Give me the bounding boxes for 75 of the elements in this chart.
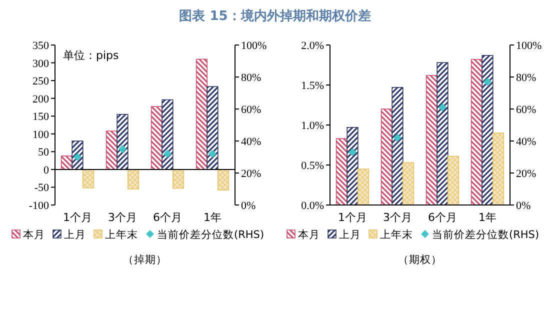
x-tick-label: 6个月 [153,211,182,224]
bar [470,59,482,206]
x-tick-label: 1年 [204,211,222,224]
bar [150,106,162,170]
bar [482,55,494,206]
y-tick-label: 0.5% [301,160,324,172]
y2-tick-label: 0% [516,200,531,212]
bar [448,156,460,206]
bar [358,168,370,206]
y2-tick-label: 20% [241,168,262,180]
x-tick-label: 1个月 [338,211,367,224]
x-tick-label: 3个月 [383,211,412,224]
x-tick-label: 6个月 [428,211,457,224]
bar [196,58,208,170]
y-tick-label: 0 [44,164,50,176]
legend-label: 上月 [64,228,86,241]
y2-tick-label: 0% [241,200,256,212]
y2-tick-label: 60% [241,104,262,116]
point [394,134,402,142]
legend-label: 本月 [298,228,320,241]
y-tick-label: 1.0% [301,120,324,132]
y2-tick-label: 100% [241,40,267,52]
legend-label: 当前价差分位数(RHS) [157,229,264,241]
y2-tick-label: 80% [516,72,536,84]
y2-tick-label: 20% [516,168,536,180]
bar [82,169,94,188]
y-tick-label: 300 [32,58,50,70]
point [164,150,172,158]
legend-label: 上月 [339,228,361,241]
bar [346,127,358,206]
y2-tick-label: 40% [516,136,536,148]
x-axis-title: （掉期） [123,253,167,266]
point [348,148,356,156]
bar [436,62,448,206]
point [208,150,216,158]
x-axis-title: （期权） [398,254,442,266]
annotation: 单位：pips [63,49,120,62]
point [484,78,492,86]
legend-label: 本月 [23,228,45,241]
legend-label: 当前价差分位数(RHS) [432,229,540,241]
x-tick-label: 1年 [478,211,496,224]
bar [492,132,504,206]
bar [402,162,414,206]
legend-label: 上年末 [380,228,413,241]
y-tick-label: 1.5% [301,80,324,92]
x-tick-label: 3个月 [108,211,137,224]
bar [172,169,184,189]
bar [392,87,404,206]
bar [206,86,218,170]
bar [426,75,438,206]
legend-label: 上年末 [105,228,138,241]
y2-tick-label: 80% [241,72,262,84]
y-tick-label: 50 [38,146,50,159]
bar [218,169,230,190]
y-tick-label: -50 [34,182,50,194]
y2-tick-label: 40% [241,136,262,148]
point [118,145,126,153]
y-tick-label: 150 [32,111,50,124]
bar [128,169,140,190]
y2-tick-label: 60% [516,104,536,116]
y-tick-label: -100 [28,200,50,212]
y2-tick-label: 100% [516,40,542,52]
y-tick-label: 200 [32,93,50,106]
y-tick-label: 2.0% [301,40,324,52]
bar [162,99,174,170]
text: 图表 15：境内外掉期和期权价差 [179,8,371,24]
y-tick-label: 0.0% [301,200,324,212]
bar [336,138,348,206]
y-tick-label: 100 [32,128,50,141]
bar [116,114,128,170]
point [438,103,446,112]
y-tick-label: 350 [32,40,50,52]
x-tick-label: 1个月 [63,211,92,224]
y-tick-label: 250 [32,76,50,88]
bar [380,108,392,206]
